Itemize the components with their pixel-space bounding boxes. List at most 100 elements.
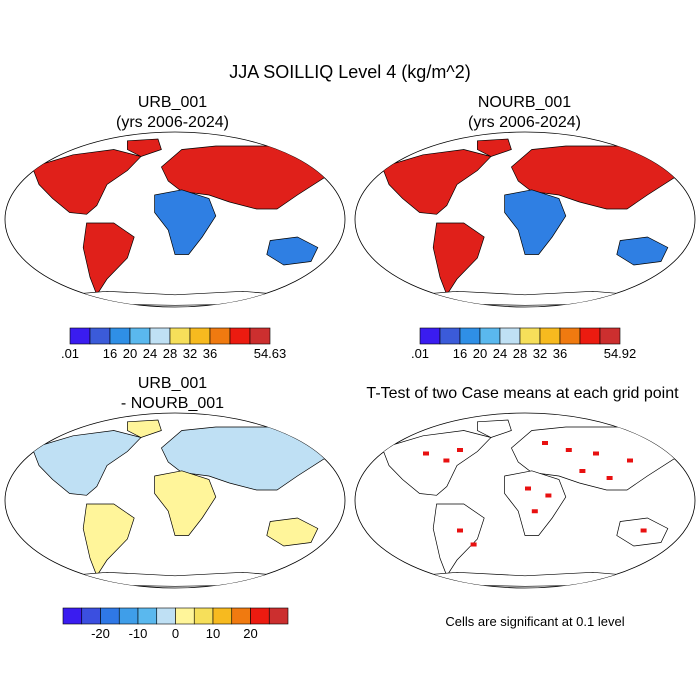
sig-cell-ttest-13: [579, 469, 586, 473]
colorbar-urb-label-5: 32: [183, 346, 197, 361]
panel-title-urb: URB_001 (yrs 2006-2024): [60, 93, 285, 133]
colorbar-nourb-label-3: 24: [493, 346, 507, 361]
map-panel-urb: [4, 131, 346, 308]
panel-title-diff-line1: URB_001: [137, 375, 208, 392]
panel-title-urb-line2: (yrs 2006-2024): [116, 114, 229, 131]
colorbar-diff-box-6: [175, 607, 195, 625]
colorbar-nourb-box-1: [439, 327, 461, 345]
land-greenland-nourb: [477, 138, 512, 157]
colorbar-diff-label-1: -10: [129, 626, 148, 641]
sig-cell-ttest-0: [423, 451, 429, 456]
colorbar-diff-box-4: [137, 607, 158, 625]
colorbar-diff-box-3: [118, 607, 139, 625]
sig-cell-ttest-1: [443, 458, 450, 463]
colorbar-urb-box-6: [189, 327, 211, 345]
land-australia-diff: [266, 517, 319, 547]
panel-title-diff: URB_001 - NOURB_001: [60, 374, 285, 414]
colorbar-diff-box-7: [193, 607, 214, 625]
colorbar-nourb-label-2: 20: [473, 346, 487, 361]
colorbar-nourb-label-4: 28: [513, 346, 527, 361]
colorbar-urb-label-6: 36: [203, 346, 217, 361]
colorbar-urb-label-0: .01: [61, 346, 79, 361]
figure-title: JJA SOILLIQ Level 4 (kg/m^2): [229, 62, 471, 82]
colorbar-nourb-box-3: [479, 327, 501, 345]
colorbar-diff: -20 -10 0 10 20: [62, 607, 289, 641]
land-namerica-diff: [31, 430, 142, 496]
colorbar-nourb-label-1: 16: [453, 346, 467, 361]
colorbar-urb-label-2: 20: [123, 346, 137, 361]
sig-cell-ttest-2: [457, 448, 463, 452]
colorbar-urb-box-8: [229, 327, 251, 345]
colorbar-nourb-box-7: [559, 327, 581, 345]
colorbar-urb-box-3: [129, 327, 151, 345]
colorbar-diff-box-2: [100, 607, 120, 625]
sig-cell-ttest-5: [593, 451, 599, 456]
colorbar-urb-box-1: [89, 327, 111, 345]
colorbar-diff-box-0: [62, 607, 83, 625]
sig-cell-ttest-3: [542, 441, 548, 445]
colorbar-nourb-label-0: .01: [411, 346, 429, 361]
colorbar-urb-box-9: [249, 327, 271, 345]
significance-note: Cells are significant at 0.1 level: [445, 614, 625, 629]
colorbar-nourb-box-8: [579, 327, 601, 345]
colorbar-diff-label-4: 20: [243, 626, 257, 641]
colorbar-urb-label-7: 54.63: [254, 346, 287, 361]
panel-title-nourb: NOURB_001 (yrs 2006-2024): [412, 93, 637, 133]
land-samerica-nourb: [432, 222, 485, 296]
land-australia-urb: [266, 236, 319, 266]
map-panel-nourb: [354, 131, 696, 308]
colorbar-diff-box-5: [156, 607, 176, 625]
land-greenland-urb: [127, 138, 162, 157]
map-panel-ttest: [354, 412, 696, 589]
land-namerica-urb: [31, 149, 142, 215]
colorbar-diff-box-11: [268, 607, 289, 625]
land-australia-nourb: [616, 236, 669, 266]
sig-cell-ttest-10: [457, 528, 463, 533]
colorbar-nourb-label-7: 54.92: [604, 346, 637, 361]
colorbar-nourb-label-5: 32: [533, 346, 547, 361]
colorbar-urb-box-5: [169, 327, 191, 345]
land-africa-nourb: [504, 189, 567, 255]
colorbar-urb-box-2: [109, 327, 131, 345]
colorbar-nourb-box-4: [499, 327, 521, 345]
colorbar-urb-label-4: 28: [163, 346, 177, 361]
land-greenland-diff: [127, 419, 162, 438]
land-africa-ttest: [504, 470, 567, 536]
colorbar-urb-box-0: [69, 327, 91, 345]
panel-title-nourb-line2: (yrs 2006-2024): [468, 114, 581, 131]
sig-cell-ttest-7: [525, 486, 531, 491]
land-greenland-ttest: [477, 419, 512, 438]
map-panel-diff: [4, 412, 346, 589]
sig-cell-ttest-6: [627, 458, 633, 463]
land-africa-diff: [154, 470, 217, 536]
sig-cell-ttest-12: [640, 528, 647, 533]
colorbar-diff-box-9: [231, 607, 251, 625]
colorbar-nourb-box-0: [419, 327, 441, 345]
colorbar-urb-box-4: [149, 327, 171, 345]
land-samerica-ttest: [432, 503, 485, 577]
colorbar-urb-label-3: 24: [143, 346, 157, 361]
land-namerica-nourb: [381, 149, 492, 215]
colorbar-nourb: .01 16 20 24 28 32 36 54.92: [411, 327, 637, 361]
sig-cell-ttest-14: [606, 476, 613, 480]
sig-cell-ttest-11: [470, 542, 477, 547]
panel-title-diff-line2: - NOURB_001: [120, 395, 225, 412]
colorbar-urb-label-1: 16: [103, 346, 117, 361]
sig-cell-ttest-9: [531, 509, 538, 514]
colorbar-nourb-box-2: [459, 327, 481, 345]
land-namerica-ttest: [381, 430, 492, 496]
colorbar-nourb-label-6: 36: [553, 346, 567, 361]
colorbar-diff-box-10: [250, 607, 270, 625]
panel-title-ttest: T-Test of two Case means at each grid po…: [366, 385, 679, 402]
colorbar-diff-box-1: [81, 607, 101, 625]
colorbar-urb-box-7: [209, 327, 231, 345]
sig-cell-ttest-4: [565, 448, 572, 452]
land-samerica-urb: [82, 222, 135, 296]
land-samerica-diff: [82, 503, 135, 577]
panel-title-nourb-line1: NOURB_001: [477, 94, 572, 111]
sig-cell-ttest-8: [545, 493, 552, 498]
colorbar-diff-label-0: -20: [91, 626, 110, 641]
colorbar-urb: .01 16 20 24 28 32 36 54.63: [61, 327, 287, 361]
colorbar-diff-label-2: 0: [172, 626, 179, 641]
